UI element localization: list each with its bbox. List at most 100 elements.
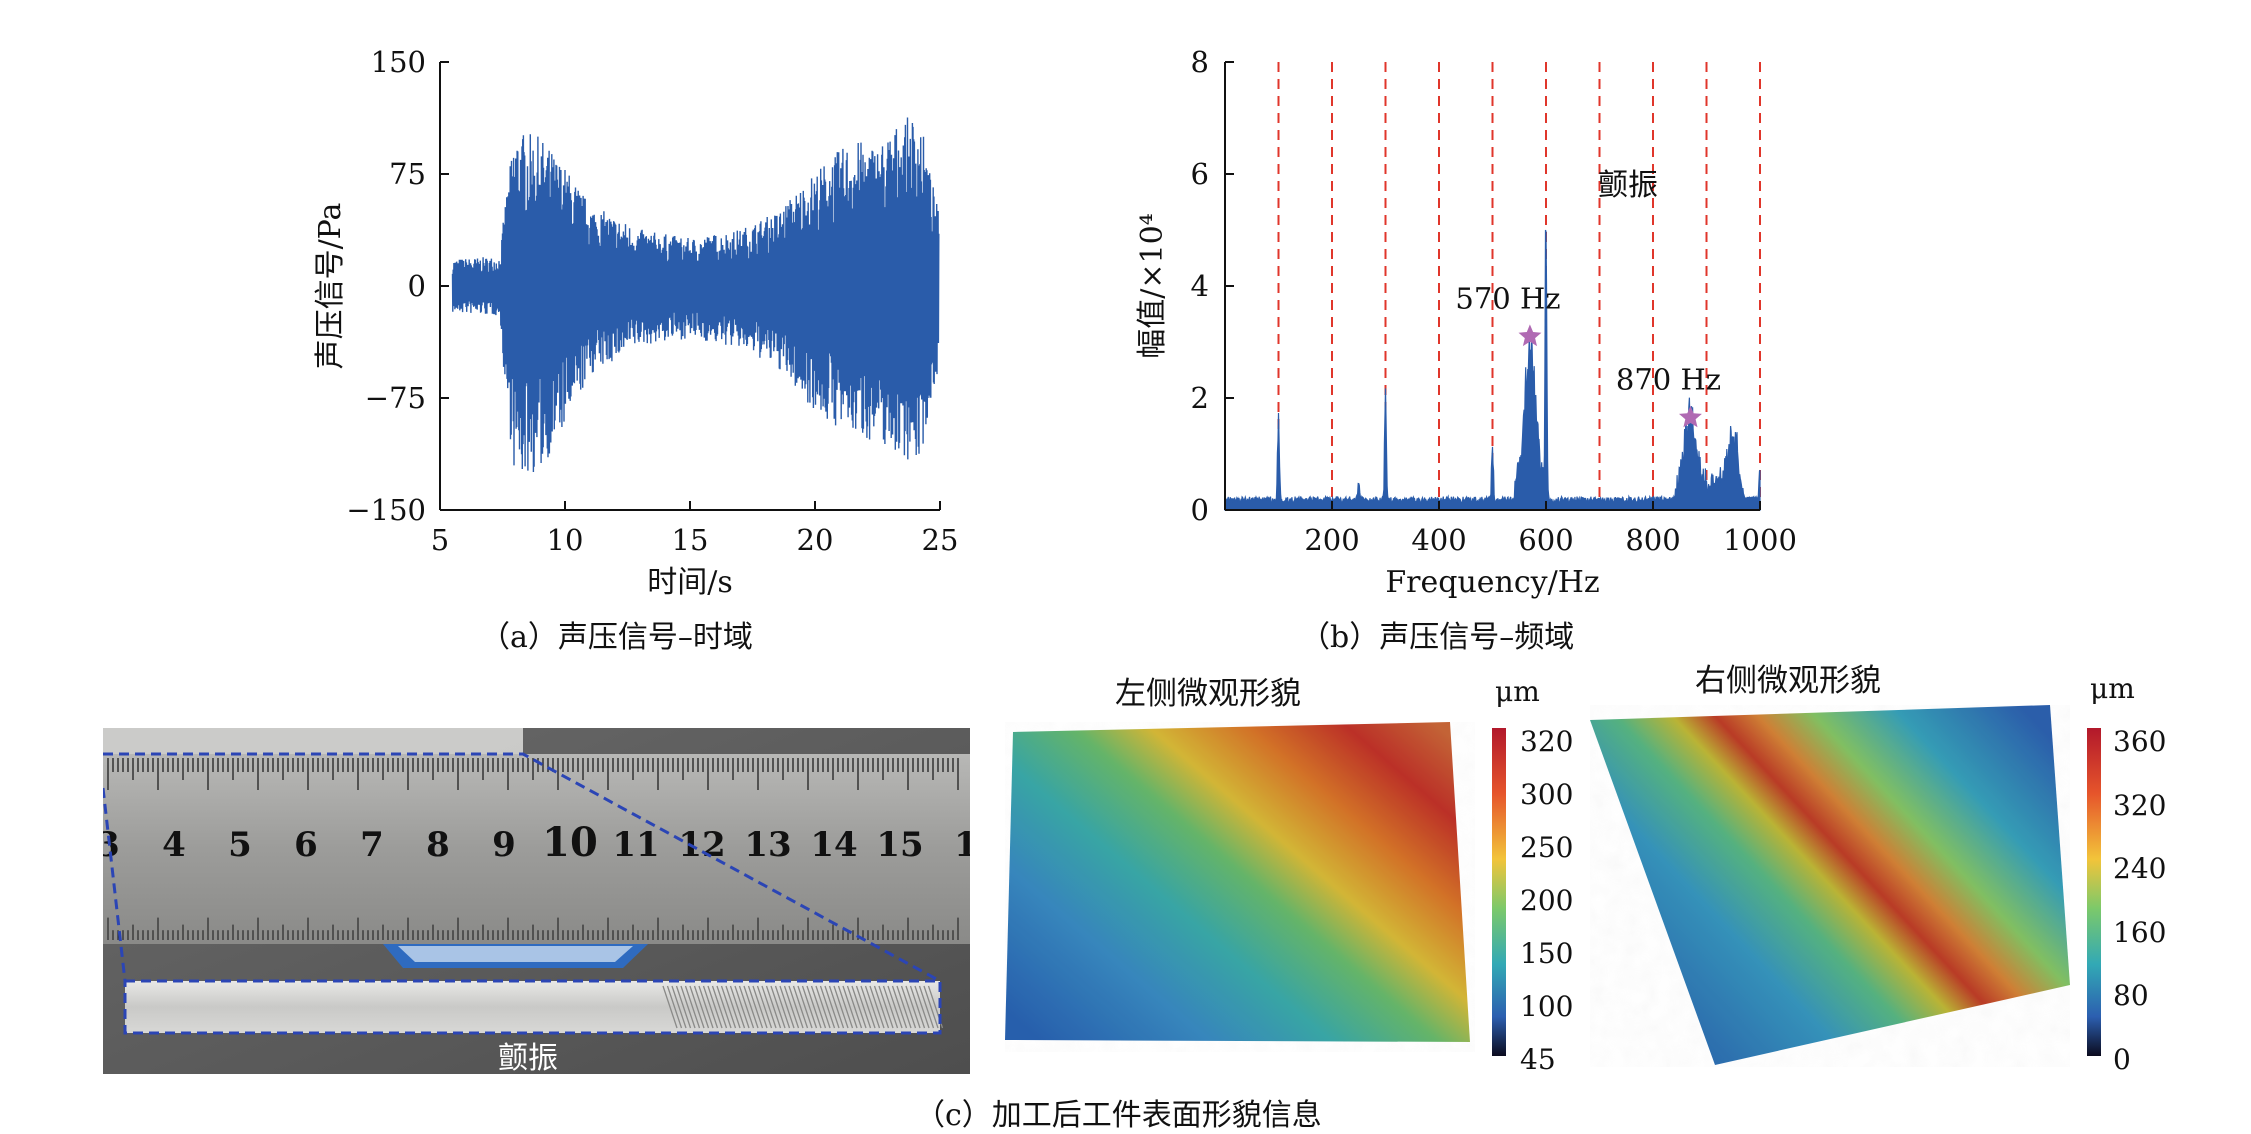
ruler-number: 6: [294, 825, 318, 865]
y-tick-label: 0: [408, 269, 426, 303]
left-colorbar-unit: μm: [1495, 675, 1540, 708]
chart-frequency-domain: 0 2 4 6 8 200 400 600 800 1000 Frequency/Hz 幅值/×10⁴…: [1135, 45, 1797, 600]
spectrum-line: [1224, 229, 1761, 511]
chatter-mark: [923, 985, 939, 1029]
chatter-mark: [819, 985, 836, 1029]
y-tick-label: 6: [1191, 157, 1209, 191]
chatter-mark: [662, 985, 678, 1029]
left-colorbar: [1492, 728, 1506, 1056]
y-tick-label: 0: [1191, 493, 1209, 527]
y-tick-label: 2: [1191, 381, 1209, 415]
y-tick-label: 8: [1191, 45, 1209, 79]
chatter-mark: [824, 985, 840, 1029]
chatter-mark: [801, 985, 818, 1029]
x-tick-label: 5: [431, 523, 449, 557]
chatter-mark: [815, 985, 831, 1029]
chatter-mark: [891, 985, 908, 1029]
chatter-mark: [738, 985, 755, 1029]
chatter-mark: [752, 985, 768, 1029]
x-tick-label: 25: [922, 523, 959, 557]
chatter-mark: [810, 985, 827, 1029]
left-colorbar-tick: 200: [1520, 884, 1574, 917]
ruler-number: 7: [360, 825, 384, 865]
chatter-mark: [864, 985, 881, 1029]
chatter-mark: [900, 985, 917, 1029]
chatter-mark: [873, 985, 890, 1029]
chatter-mark: [846, 985, 863, 1029]
chatter-mark: [860, 985, 876, 1029]
right-surface-map: [1590, 705, 2070, 1065]
x-tick-label: 1000: [1723, 523, 1797, 557]
right-colorbar-tick: 80: [2113, 979, 2149, 1013]
right-colorbar: [2087, 728, 2101, 1056]
ruler-numbers: 3 4 5 6 7 8 9 10 11 12 13 14 15 1: [103, 819, 970, 866]
chatter-mark: [702, 985, 719, 1029]
chatter-mark: [765, 985, 782, 1029]
right-colorbar-tick: 320: [2113, 788, 2167, 822]
chatter-mark: [833, 985, 849, 1029]
y-tick-label: 75: [389, 157, 426, 191]
peak-star-marker: [1679, 405, 1702, 428]
caption-c: （c）加工后工件表面形貌信息: [915, 1098, 1322, 1133]
y-tick-label: 4: [1191, 269, 1209, 303]
ruler-number: 8: [426, 825, 450, 865]
x-tick-label: 200: [1304, 523, 1359, 557]
x-tick-label: 10: [547, 523, 584, 557]
ruler-number: 11: [612, 825, 659, 865]
chatter-mark: [887, 985, 903, 1029]
chatter-mark: [783, 985, 800, 1029]
ruler-number: 13: [744, 825, 791, 865]
left-colorbar-tick: 45: [1520, 1043, 1556, 1076]
chatter-mark: [797, 985, 813, 1029]
ruler-number: 9: [492, 825, 516, 865]
chatter-mark: [689, 985, 705, 1029]
ruler-number: 1: [954, 825, 970, 865]
left-colorbar-tick: 300: [1520, 778, 1574, 811]
chatter-mark: [693, 985, 710, 1029]
chatter-mark: [806, 985, 822, 1029]
caption-b: （b）声压信号–频域: [1300, 620, 1575, 655]
chatter-mark: [842, 985, 858, 1029]
chatter-mark: [707, 985, 723, 1029]
chatter-mark: [914, 985, 930, 1029]
chatter-mark: [747, 985, 764, 1029]
chatter-mark: [684, 985, 701, 1029]
chatter-mark: [909, 985, 926, 1029]
ruler-photo: 3 4 5 6 7 8 9 10 11 12 13 14 15 1 颤振: [103, 728, 970, 1074]
x-tick-label: 400: [1411, 523, 1466, 557]
chatter-mark: [869, 985, 885, 1029]
chatter-mark: [851, 985, 867, 1029]
workpiece-photo: 3 4 5 6 7 8 9 10 11 12 13 14 15 1 颤振: [103, 728, 970, 1074]
chatter-mark: [711, 985, 728, 1029]
chatter-mark: [896, 985, 912, 1029]
x-tick-label: 15: [672, 523, 709, 557]
chatter-mark: [918, 985, 935, 1029]
peak-annotation: 570 Hz: [1455, 281, 1560, 315]
chatter-mark: [774, 985, 791, 1029]
right-colorbar-tick: 240: [2113, 852, 2167, 886]
caption-a: （a）声压信号–时域: [480, 620, 753, 655]
chatter-mark: [734, 985, 750, 1029]
chart-b-plot: 0 2 4 6 8 200 400 600 800 1000 Frequency/Hz 幅值/×10⁴…: [1135, 45, 1797, 600]
ruler-number: 5: [228, 825, 252, 865]
chatter-annotation: 颤振: [1598, 168, 1658, 203]
chatter-mark: [905, 985, 921, 1029]
chatter-marks: [662, 985, 944, 1029]
chatter-mark: [720, 985, 737, 1029]
y-axis-label: 幅值/×10⁴: [1135, 213, 1170, 358]
x-tick-label: 800: [1625, 523, 1680, 557]
peak-annotation: 870 Hz: [1616, 363, 1721, 397]
ruler-number: 14: [810, 825, 857, 865]
chatter-mark: [770, 985, 786, 1029]
chatter-mark: [743, 985, 759, 1029]
y-tick-label: 150: [371, 45, 426, 79]
chatter-mark: [725, 985, 741, 1029]
x-axis-label: Frequency/Hz: [1385, 565, 1599, 600]
ruler-number: 3: [103, 825, 120, 865]
signal-line: [451, 117, 940, 473]
ruler-ticks: [107, 758, 959, 940]
ruler-number: 4: [162, 825, 186, 865]
left-surface-map: [1005, 722, 1470, 1042]
chatter-mark: [756, 985, 773, 1029]
